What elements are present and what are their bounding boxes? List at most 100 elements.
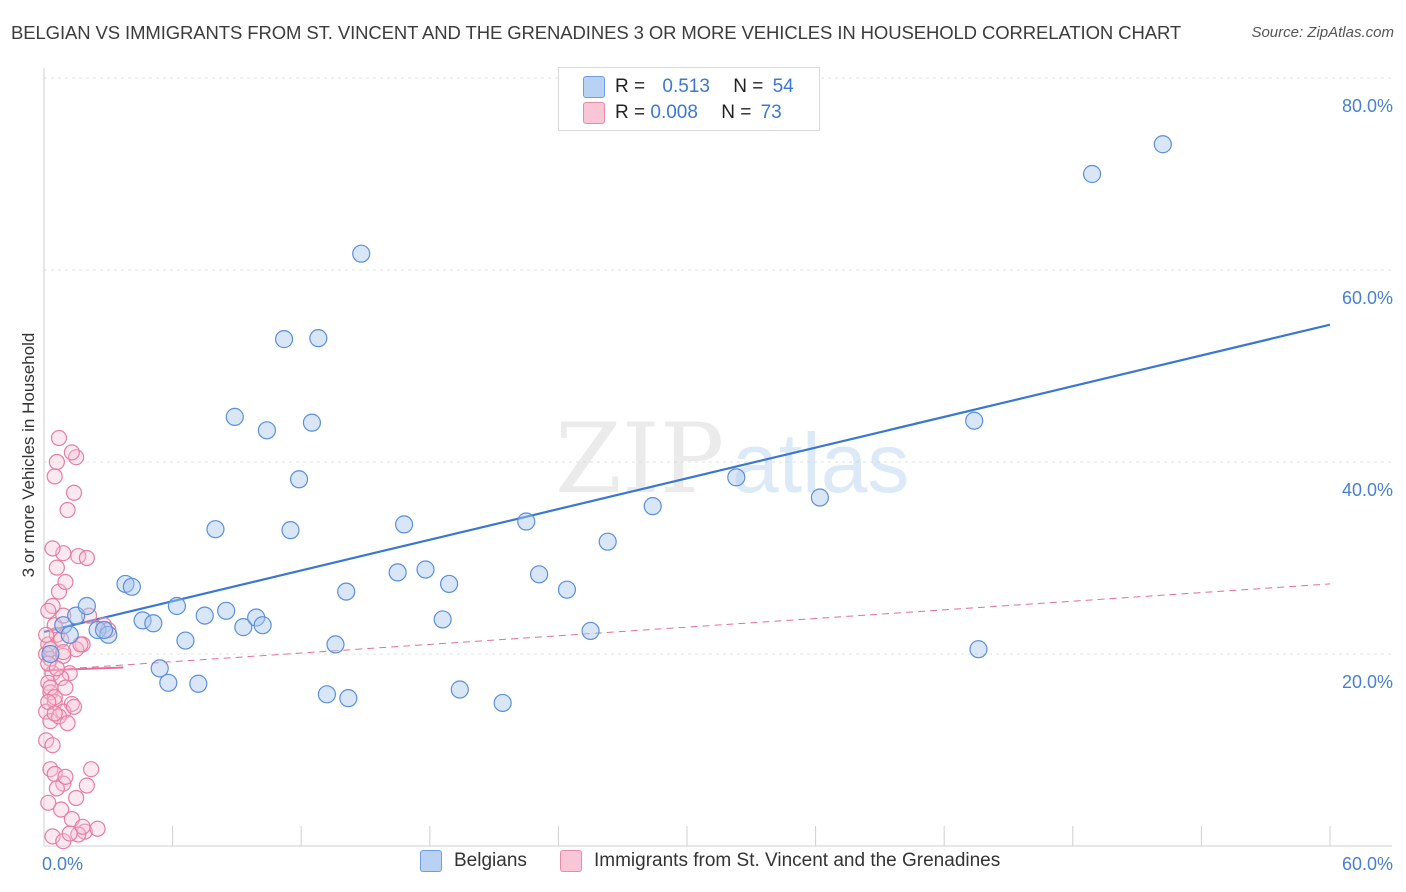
pink-point — [70, 826, 87, 843]
y-axis-label: 3 or more Vehicles in Household — [19, 333, 38, 578]
legend-swatch-blue — [420, 850, 442, 872]
pink-trend-solid — [43, 666, 124, 672]
y-tick-label: 20.0% — [1342, 672, 1393, 692]
blue-point — [133, 611, 152, 630]
watermark-zip: ZIP — [555, 403, 724, 515]
blue-point — [41, 644, 60, 664]
blue-point — [517, 512, 536, 531]
blue-point — [281, 521, 300, 540]
x-tick-label-min: 0.0% — [42, 854, 83, 874]
legend-swatch-blue — [583, 76, 605, 98]
legend-item-belgians: Belgians — [420, 850, 527, 872]
n-label: N = — [733, 76, 769, 97]
r-value: 0.008 — [650, 102, 698, 123]
blue-point — [302, 413, 322, 432]
legend-text: R = 0.008 N = 73 — [615, 102, 782, 124]
pink-point — [83, 761, 100, 778]
blue-point — [439, 574, 459, 594]
blue-point — [195, 606, 214, 625]
blue-point — [337, 582, 356, 601]
blue-point — [810, 488, 829, 507]
blue-point — [54, 616, 73, 635]
y-tick-label: 40.0% — [1342, 480, 1393, 500]
grid-lines — [44, 77, 1392, 655]
pink-point — [55, 643, 72, 661]
chart-title: BELGIAN VS IMMIGRANTS FROM ST. VINCENT A… — [11, 22, 1182, 43]
pink-point — [65, 484, 83, 501]
pink-point — [42, 713, 59, 730]
blue-point — [257, 421, 277, 440]
blue-point — [339, 689, 358, 708]
blue-point — [317, 685, 337, 704]
blue-point — [326, 635, 345, 654]
blue-trend — [43, 323, 1331, 633]
blue-point — [225, 407, 244, 426]
pink-point — [78, 777, 95, 794]
pink-point — [55, 647, 72, 665]
n-value: 54 — [772, 76, 794, 97]
blue-point — [727, 468, 746, 487]
blue-point — [416, 560, 435, 579]
pink-point — [57, 573, 74, 591]
blue-series-points — [41, 135, 1172, 713]
x-tick-labels: 0.0% 60.0% — [42, 854, 1393, 874]
stats-legend: R = 0.513 N = 54 R = 0.008 N = 73 — [558, 67, 820, 131]
blue-point — [189, 674, 208, 693]
pink-point — [68, 789, 85, 807]
pink-point — [44, 737, 61, 754]
pink-point — [53, 801, 70, 818]
pink-point — [63, 444, 80, 461]
r-label: R = — [615, 76, 651, 97]
blue-point — [557, 580, 577, 599]
legend-label-belgians: Belgians — [454, 850, 527, 871]
x-tick-label-max: 60.0% — [1342, 854, 1393, 874]
y-tick-label: 60.0% — [1342, 288, 1393, 308]
pink-point — [55, 607, 72, 624]
blue-point — [598, 532, 617, 551]
blue-point — [581, 621, 600, 641]
pink-point — [61, 825, 78, 842]
blue-point — [965, 411, 984, 430]
pink-point — [42, 761, 59, 778]
pink-point — [68, 449, 85, 466]
blue-point — [94, 620, 114, 640]
series-legend: Belgians Immigrants from St. Vincent and… — [0, 850, 1406, 878]
r-label: R = — [615, 102, 651, 123]
pink-point — [57, 679, 74, 696]
pink-point — [78, 549, 95, 567]
legend-text: R = 0.513 N = 54 — [615, 76, 794, 98]
blue-point — [144, 614, 163, 633]
legend-row-belgians: R = 0.513 N = 54 — [583, 74, 794, 100]
blue-point — [289, 470, 309, 489]
r-value: 0.513 — [662, 76, 710, 97]
pink-point — [42, 684, 59, 701]
blue-point — [388, 563, 407, 582]
blue-point — [643, 497, 662, 516]
blue-point — [309, 329, 328, 348]
pink-point — [89, 820, 106, 837]
legend-swatch-pink — [583, 102, 605, 124]
pink-point — [40, 794, 57, 811]
n-label: N = — [721, 102, 757, 123]
blue-point — [450, 680, 469, 699]
blue-point — [1082, 164, 1102, 184]
blue-point — [253, 616, 272, 635]
pink-point — [44, 540, 61, 557]
n-value: 73 — [760, 102, 782, 123]
pink-point — [59, 715, 76, 732]
trend-lines — [43, 323, 1331, 672]
blue-point — [352, 244, 371, 263]
blue-point — [493, 693, 512, 713]
blue-point — [234, 618, 253, 637]
blue-point — [176, 631, 195, 650]
blue-point — [122, 577, 141, 596]
blue-point — [88, 620, 107, 640]
blue-point — [1153, 135, 1172, 154]
blue-point — [530, 565, 549, 584]
pink-point — [48, 780, 65, 797]
pink-series-points — [38, 429, 117, 850]
blue-point — [217, 601, 236, 620]
pink-point — [48, 660, 65, 677]
pink-point — [57, 768, 74, 785]
